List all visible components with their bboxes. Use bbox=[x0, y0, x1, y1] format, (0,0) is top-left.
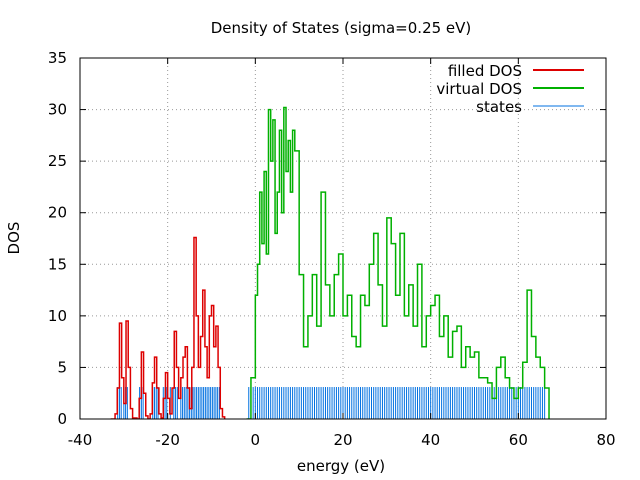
states-series bbox=[117, 387, 546, 419]
x-tick-labels: -40 -20 0 20 40 60 80 bbox=[68, 431, 616, 449]
legend: filled DOS virtual DOS states bbox=[436, 62, 584, 116]
virtual-dos-line bbox=[246, 106, 550, 419]
x-tick-label: 40 bbox=[421, 431, 440, 449]
x-tick-label: 80 bbox=[596, 431, 615, 449]
x-tick-label: -40 bbox=[68, 431, 93, 449]
y-tick-label: 10 bbox=[48, 307, 67, 325]
y-tick-label: 30 bbox=[48, 101, 67, 119]
dos-lines bbox=[110, 106, 550, 419]
legend-label-filled: filled DOS bbox=[448, 62, 522, 80]
chart-title: Density of States (sigma=0.25 eV) bbox=[211, 19, 472, 37]
x-tick-label: -20 bbox=[155, 431, 180, 449]
legend-label-virtual: virtual DOS bbox=[436, 80, 522, 98]
y-tick-labels: 0 5 10 15 20 25 30 35 bbox=[48, 49, 67, 428]
x-tick-label: 60 bbox=[509, 431, 528, 449]
y-tick-label: 5 bbox=[57, 358, 67, 376]
y-tick-label: 35 bbox=[48, 49, 67, 67]
y-axis-label: DOS bbox=[5, 222, 23, 255]
y-tick-label: 0 bbox=[57, 410, 67, 428]
y-tick-label: 15 bbox=[48, 255, 67, 273]
x-tick-label: 0 bbox=[251, 431, 261, 449]
axis-ticks bbox=[79, 57, 607, 420]
y-tick-label: 25 bbox=[48, 152, 67, 170]
x-tick-label: 20 bbox=[333, 431, 352, 449]
x-axis-label: energy (eV) bbox=[297, 457, 385, 475]
legend-label-states: states bbox=[476, 98, 522, 116]
y-tick-label: 20 bbox=[48, 204, 67, 222]
filled-dos-line bbox=[110, 236, 226, 419]
